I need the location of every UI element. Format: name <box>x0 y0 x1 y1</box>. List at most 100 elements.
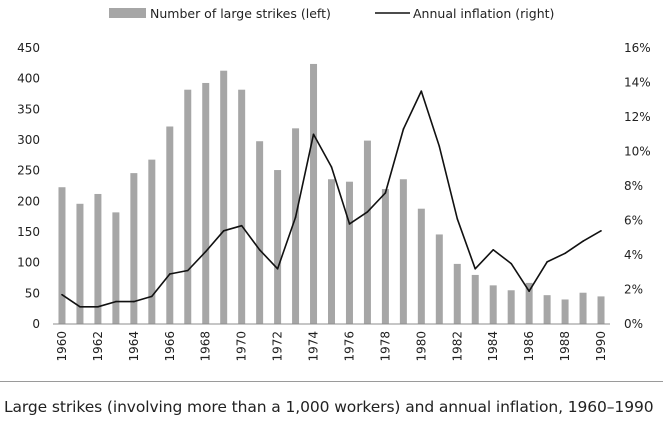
x-axis-tick-label: 1980 <box>414 331 428 362</box>
left-axis-tick-label: 250 <box>17 164 40 178</box>
x-axis-tick-label: 1978 <box>378 331 392 362</box>
x-axis-tick-label: 1976 <box>342 331 356 362</box>
right-axis-tick-label: 4% <box>624 248 643 262</box>
legend-label-strikes: Number of large strikes (left) <box>150 6 331 21</box>
figure-caption: Large strikes (involving more than a 1,0… <box>4 398 654 416</box>
strike-bar <box>399 179 407 324</box>
inflation-point <box>79 305 81 308</box>
strike-bar <box>166 126 174 324</box>
inflation-point <box>510 262 512 265</box>
x-axis-tick-label: 1986 <box>522 331 536 362</box>
inflation-point <box>294 216 297 218</box>
inflation-point <box>97 305 99 308</box>
inflation-point <box>168 273 171 275</box>
strike-bar <box>453 263 461 324</box>
inflation-point <box>115 300 117 303</box>
inflation-point <box>186 269 189 272</box>
strike-bar <box>58 187 66 324</box>
strike-bar <box>328 179 335 324</box>
strike-bar <box>94 193 102 324</box>
inflation-point <box>420 90 423 92</box>
strike-bar <box>471 274 479 324</box>
inflation-point <box>348 223 351 225</box>
strike-bar <box>561 299 569 324</box>
right-axis-tick-label: 16% <box>624 41 651 55</box>
inflation-point <box>222 230 225 232</box>
inflation-point <box>276 268 279 270</box>
inflation-point <box>474 268 477 270</box>
left-axis-tick-label: 350 <box>17 102 40 116</box>
left-axis-tick-label: 100 <box>17 256 40 270</box>
inflation-point <box>456 217 459 220</box>
x-axis-tick-label: 1964 <box>127 331 141 362</box>
inflation-point <box>546 261 548 263</box>
inflation-point <box>492 249 495 251</box>
x-axis-tick-label: 1984 <box>486 331 500 362</box>
left-axis-tick-label: 0 <box>32 317 40 331</box>
strike-bar <box>184 89 192 324</box>
inflation-point <box>582 240 584 242</box>
x-axis-tick-label: 1972 <box>271 331 285 362</box>
strike-bar <box>112 212 120 324</box>
strike-bar <box>543 295 551 324</box>
strike-bar <box>417 208 425 324</box>
x-axis-tick-label: 1990 <box>594 331 608 362</box>
inflation-point <box>384 192 387 194</box>
strike-bar <box>489 285 497 324</box>
inflation-point <box>366 211 369 213</box>
inflation-point <box>402 128 405 130</box>
x-axis-tick-label: 1974 <box>307 331 321 362</box>
strike-bar <box>148 159 156 324</box>
x-axis-tick-label: 1982 <box>450 331 464 362</box>
inflation-point <box>564 252 566 255</box>
x-axis-tick-label: 1968 <box>199 331 213 362</box>
legend-label-inflation: Annual inflation (right) <box>413 6 554 21</box>
strike-bar <box>274 170 282 324</box>
strike-bar <box>435 234 443 324</box>
inflation-point <box>151 295 153 298</box>
x-axis-tick-label: 1960 <box>55 331 69 362</box>
right-axis-tick-label: 14% <box>624 76 651 90</box>
left-axis-tick-label: 450 <box>17 41 40 55</box>
inflation-point <box>258 249 261 251</box>
strike-bar <box>363 140 371 324</box>
x-axis-tick-label: 1988 <box>558 331 572 362</box>
strike-bar <box>381 189 389 324</box>
left-axis-tick-label: 150 <box>17 225 40 239</box>
strike-bar <box>76 203 84 324</box>
left-axis-tick-label: 50 <box>25 286 40 300</box>
strike-bar <box>220 70 228 325</box>
strike-bar <box>292 128 300 324</box>
x-axis-tick-label: 1970 <box>235 331 249 362</box>
x-axis-tick-label: 1966 <box>163 331 177 362</box>
right-axis-tick-label: 2% <box>624 283 643 297</box>
strike-bar <box>579 292 587 324</box>
legend-bar-swatch <box>109 8 146 18</box>
chart-frame: 0 50 100 150 200 250 300 350 400 450 0% 2% 4% 6% 8% 10%… <box>0 6 663 382</box>
left-axis-tick-label: 300 <box>17 133 40 147</box>
inflation-point <box>240 224 243 227</box>
right-axis-tick-label: 10% <box>624 145 651 159</box>
inflation-point <box>61 293 63 296</box>
inflation-point <box>438 145 441 148</box>
strike-bar <box>345 181 353 324</box>
strike-bar <box>202 82 210 325</box>
strike-bar <box>310 63 318 325</box>
right-axis-tick-label: 8% <box>624 179 643 193</box>
x-axis-tick-label: 1962 <box>91 331 105 362</box>
right-axis-tick-label: 0% <box>624 317 643 331</box>
strike-bar <box>256 141 264 324</box>
left-axis-tick-label: 400 <box>17 72 40 86</box>
right-axis-tick-label: 6% <box>624 214 643 228</box>
strike-bar <box>130 173 138 324</box>
inflation-point <box>528 290 530 293</box>
left-axis-tick-label: 200 <box>17 194 40 208</box>
inflation-point <box>133 300 135 303</box>
inflation-point <box>330 166 333 168</box>
strike-bar <box>597 296 605 324</box>
strike-bar <box>507 290 515 324</box>
inflation-point <box>312 133 315 136</box>
right-axis-tick-label: 12% <box>624 110 651 124</box>
inflation-point <box>600 230 602 232</box>
inflation-point <box>204 250 207 253</box>
